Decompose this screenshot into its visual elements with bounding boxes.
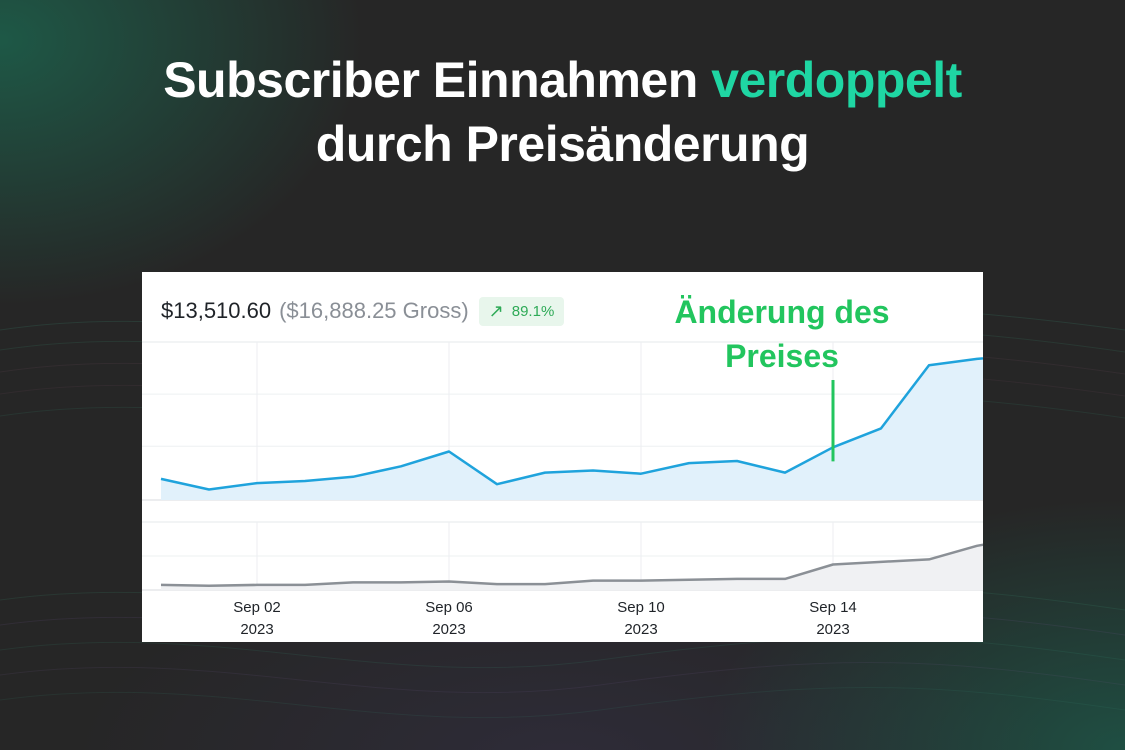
headline-accent: verdoppelt: [711, 52, 962, 108]
revenue-chart-card: Sep 02 2023 Sep 06 2023 Sep 10 2023 Sep 14 2023…: [142, 272, 983, 642]
annotation-line-2: Preises: [725, 338, 839, 374]
price-change-annotation: Änderung des Preises: [652, 290, 912, 378]
revenue-chart: Sep 02 2023 Sep 06 2023 Sep 10 2023 Sep 14 2023: [142, 341, 983, 638]
net-revenue: $13,510.60: [161, 298, 272, 323]
x-tick-year-2: 2023: [432, 621, 465, 638]
x-tick-year-4: 2023: [816, 621, 849, 638]
annotation-line-1: Änderung des: [674, 294, 890, 330]
headline: Subscriber Einnahmen verdoppelt durch Pr…: [0, 48, 1125, 176]
x-tick-year-1: 2023: [240, 621, 273, 638]
change-percent: 89.1%: [511, 302, 555, 320]
change-badge: ↗ 89.1%: [478, 296, 565, 326]
x-tick-label-1: Sep 02: [233, 599, 281, 616]
gross-revenue: ($16,888.25 Gross): [279, 298, 469, 323]
x-tick-label-2: Sep 06: [425, 599, 473, 616]
revenue-summary: $13,510.60 ($16,888.25 Gross) ↗ 89.1%: [161, 296, 565, 326]
headline-prefix: Subscriber Einnahmen: [163, 52, 712, 108]
headline-line-2: durch Preisänderung: [315, 116, 810, 172]
headline-line-1: Subscriber Einnahmen verdoppelt: [0, 48, 1125, 112]
trend-up-arrow-icon: ↗: [488, 300, 504, 321]
x-tick-label-4: Sep 14: [809, 599, 857, 616]
x-tick-label-3: Sep 10: [617, 599, 665, 616]
x-tick-year-3: 2023: [624, 621, 657, 638]
